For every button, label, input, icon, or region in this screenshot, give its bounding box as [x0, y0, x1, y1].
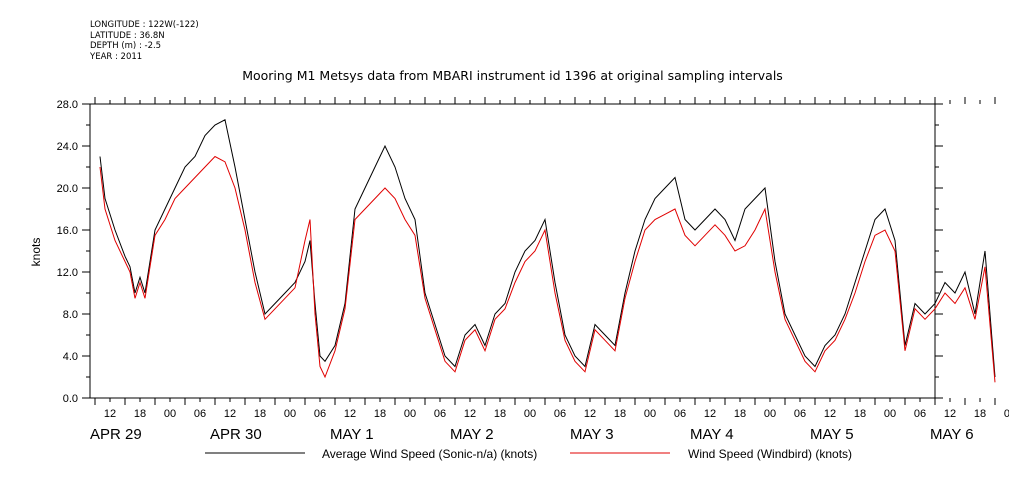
x-hour-label: 00 — [524, 408, 536, 420]
series-group — [99, 119, 996, 383]
x-day-label: MAY 5 — [810, 426, 854, 443]
x-hour-label: 12 — [824, 408, 836, 420]
x-hour-label: 06 — [914, 408, 926, 420]
series-line-1 — [99, 155, 996, 383]
x-hour-label: 12 — [224, 408, 236, 420]
x-hour-label: 00 — [884, 408, 896, 420]
x-hour-label: 06 — [554, 408, 566, 420]
x-day-label: APR 29 — [90, 426, 142, 443]
y-tick-label: 12.0 — [57, 267, 78, 279]
x-hour-label: 18 — [854, 408, 866, 420]
x-hour-label: 00 — [164, 408, 176, 420]
x-hour-label: 12 — [704, 408, 716, 420]
x-day-label: APR 30 — [210, 426, 262, 443]
y-axis-label: knots — [29, 238, 43, 267]
x-hour-label: 12 — [584, 408, 596, 420]
latitude-text: LATITUDE : 36.8N — [90, 30, 165, 41]
y-tick-label: 20.0 — [57, 183, 78, 195]
x-hour-label: 00 — [404, 408, 416, 420]
legend-label-average: Average Wind Speed (Sonic-n/a) (knots) — [322, 447, 537, 461]
y-tick-label: 8.0 — [63, 309, 78, 321]
legend: Average Wind Speed (Sonic-n/a) (knots) W… — [205, 447, 852, 461]
x-hour-label: 18 — [494, 408, 506, 420]
x-hour-label: 12 — [944, 408, 956, 420]
year-text: YEAR : 2011 — [90, 51, 143, 62]
x-hour-label: 18 — [614, 408, 626, 420]
plot-frame — [89, 103, 936, 399]
x-hour-label: 12 — [464, 408, 476, 420]
y-tick-label: 16.0 — [57, 225, 78, 237]
x-hour-label: 06 — [434, 408, 446, 420]
x-hour-label: 18 — [374, 408, 386, 420]
x-hour-label: 12 — [344, 408, 356, 420]
x-hour-label: 00 — [644, 408, 656, 420]
x-hour-label: 06 — [794, 408, 806, 420]
metadata-block: LONGITUDE : 122W(-122) LATITUDE : 36.8N … — [90, 20, 199, 62]
y-axis: 0.0 4.0 8.0 12.0 16.0 20.0 24.0 28.0 — [57, 99, 943, 405]
longitude-text: LONGITUDE : 122W(-122) — [90, 20, 199, 30]
y-tick-label: 0.0 — [63, 393, 78, 405]
y-tick-label: 28.0 — [57, 99, 78, 111]
x-day-label: MAY 3 — [570, 426, 614, 443]
x-hour-label: 00 — [284, 408, 296, 420]
x-hour-label: 18 — [734, 408, 746, 420]
y-tick-label: 4.0 — [63, 351, 78, 363]
x-day-label: MAY 4 — [690, 426, 734, 443]
x-hour-label: 00 — [1004, 408, 1009, 420]
x-hour-label: 06 — [194, 408, 206, 420]
legend-label-windbird: Wind Speed (Windbird) (knots) — [688, 447, 852, 461]
x-day-label: MAY 6 — [930, 426, 974, 443]
x-hour-label: 18 — [254, 408, 266, 420]
y-tick-label: 24.0 — [57, 141, 78, 153]
x-hour-label: 18 — [134, 408, 146, 420]
x-hour-label: 06 — [674, 408, 686, 420]
chart-title: Mooring M1 Metsys data from MBARI instru… — [242, 68, 783, 83]
x-hour-label: 18 — [974, 408, 986, 420]
x-hour-label: 06 — [314, 408, 326, 420]
x-day-label: MAY 1 — [330, 426, 374, 443]
x-hour-label: 12 — [104, 408, 116, 420]
x-day-label: MAY 2 — [450, 426, 494, 443]
x-hour-label: 00 — [764, 408, 776, 420]
depth-text: DEPTH (m) : -2.5 — [90, 41, 162, 51]
x-axis: 12 18 00 06 12 18 00 06 12 18 00 06 12 18 00 06 12 18 00 06… — [90, 97, 1009, 443]
series-line-0 — [99, 119, 996, 378]
